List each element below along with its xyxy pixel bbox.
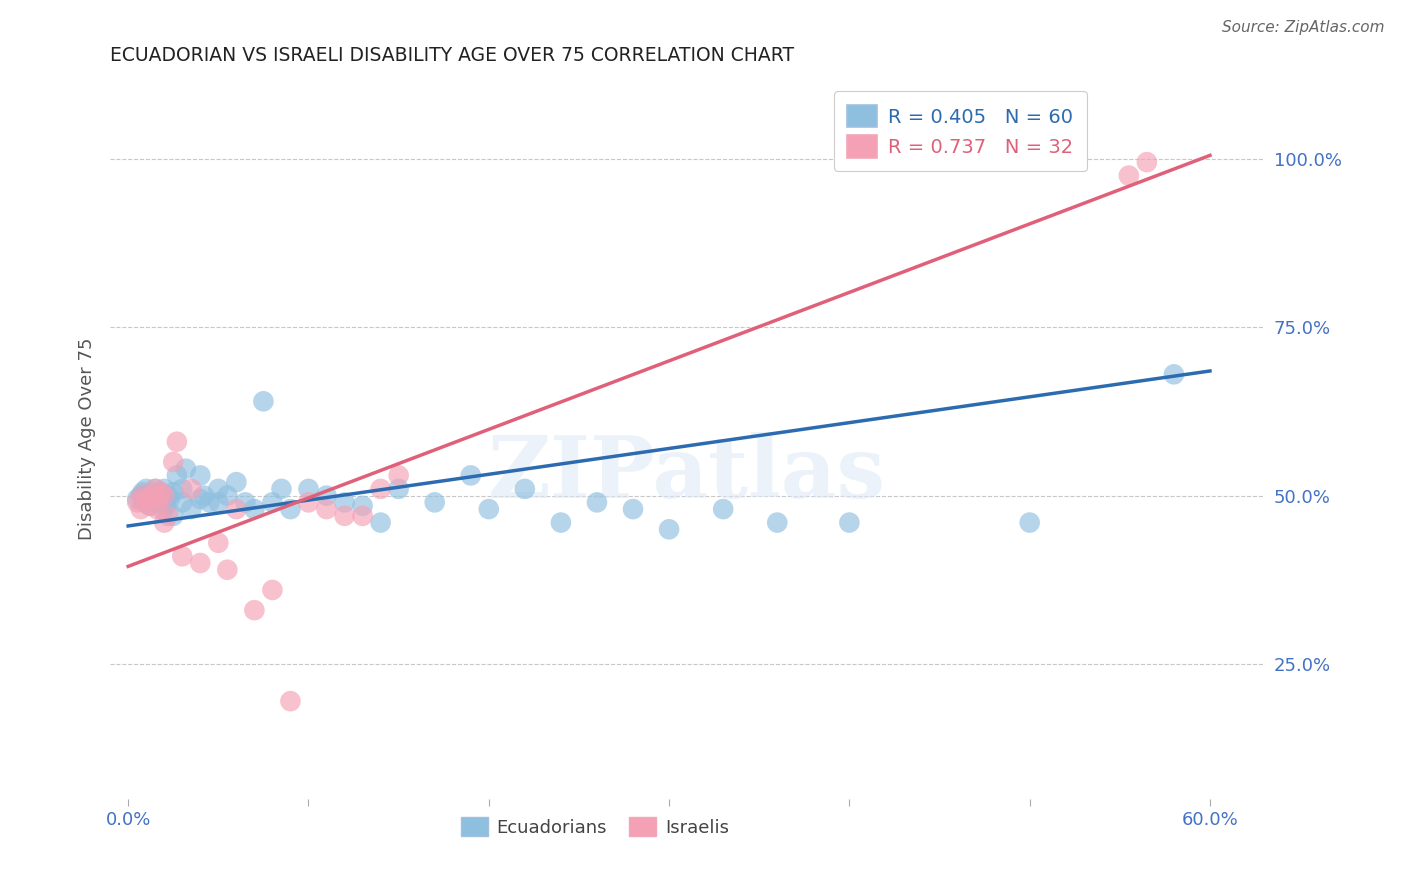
Point: [586, 495, 609, 509]
Point: [129, 502, 152, 516]
Point: [139, 499, 162, 513]
Point: [143, 482, 166, 496]
Point: [148, 491, 170, 506]
Y-axis label: Disability Age Over 75: Disability Age Over 75: [79, 337, 96, 540]
Point: [198, 495, 221, 509]
Point: [1163, 368, 1185, 382]
Point: [315, 502, 337, 516]
Point: [146, 495, 169, 509]
Point: [143, 482, 166, 496]
Point: [141, 489, 163, 503]
Point: [297, 482, 319, 496]
Point: [711, 502, 734, 516]
Point: [235, 495, 257, 509]
Point: [149, 485, 172, 500]
Point: [207, 495, 229, 509]
Point: [280, 694, 302, 708]
Point: [135, 491, 157, 506]
Point: [172, 495, 194, 509]
Point: [131, 489, 153, 503]
Point: [370, 482, 392, 496]
Point: [162, 485, 184, 500]
Point: [478, 502, 501, 516]
Point: [162, 508, 184, 523]
Point: [166, 468, 188, 483]
Point: [838, 516, 860, 530]
Point: [550, 516, 572, 530]
Point: [180, 502, 202, 516]
Point: [243, 603, 266, 617]
Point: [135, 482, 157, 496]
Point: [153, 482, 176, 496]
Point: [149, 485, 172, 500]
Point: [152, 502, 174, 516]
Point: [370, 516, 392, 530]
Legend: Ecuadorians, Israelis: Ecuadorians, Israelis: [453, 810, 737, 844]
Point: [513, 482, 536, 496]
Point: [188, 556, 211, 570]
Point: [188, 491, 211, 506]
Point: [217, 563, 239, 577]
Text: Source: ZipAtlas.com: Source: ZipAtlas.com: [1222, 20, 1385, 35]
Point: [153, 489, 176, 503]
Point: [153, 489, 176, 503]
Point: [621, 502, 644, 516]
Point: [333, 495, 356, 509]
Point: [139, 499, 162, 513]
Point: [155, 499, 177, 513]
Point: [352, 499, 374, 513]
Point: [174, 461, 197, 475]
Point: [297, 495, 319, 509]
Point: [262, 582, 284, 597]
Point: [1018, 516, 1040, 530]
Point: [252, 394, 274, 409]
Point: [156, 489, 179, 503]
Point: [388, 468, 411, 483]
Point: [162, 455, 184, 469]
Point: [658, 522, 681, 536]
Point: [134, 495, 156, 509]
Point: [172, 482, 194, 496]
Point: [333, 508, 356, 523]
Point: [1136, 155, 1159, 169]
Point: [262, 495, 284, 509]
Point: [131, 485, 153, 500]
Point: [423, 495, 446, 509]
Point: [127, 495, 149, 509]
Point: [217, 489, 239, 503]
Point: [159, 491, 181, 506]
Point: [460, 468, 482, 483]
Point: [129, 489, 152, 503]
Point: [172, 549, 194, 564]
Point: [243, 502, 266, 516]
Point: [388, 482, 411, 496]
Point: [135, 491, 157, 506]
Point: [352, 508, 374, 523]
Point: [153, 516, 176, 530]
Point: [225, 502, 247, 516]
Point: [180, 482, 202, 496]
Point: [135, 489, 157, 503]
Point: [146, 502, 169, 516]
Point: [207, 482, 229, 496]
Point: [127, 491, 149, 506]
Point: [315, 489, 337, 503]
Point: [193, 489, 215, 503]
Point: [188, 468, 211, 483]
Point: [766, 516, 789, 530]
Point: [225, 475, 247, 490]
Text: ZIPatlas: ZIPatlas: [488, 433, 886, 516]
Point: [141, 489, 163, 503]
Text: ECUADORIAN VS ISRAELI DISABILITY AGE OVER 75 CORRELATION CHART: ECUADORIAN VS ISRAELI DISABILITY AGE OVE…: [110, 46, 794, 65]
Point: [280, 502, 302, 516]
Point: [148, 491, 170, 506]
Point: [153, 495, 176, 509]
Point: [207, 536, 229, 550]
Point: [156, 508, 179, 523]
Point: [1118, 169, 1140, 183]
Point: [270, 482, 292, 496]
Point: [166, 434, 188, 449]
